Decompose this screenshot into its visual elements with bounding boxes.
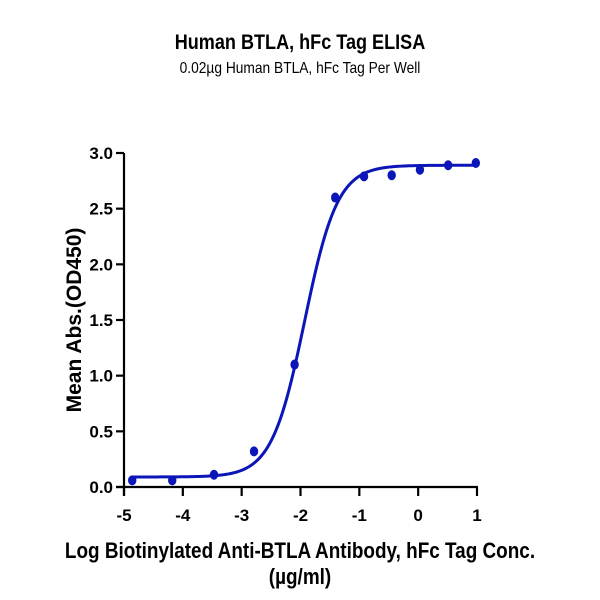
data-point bbox=[443, 160, 453, 171]
data-points bbox=[128, 158, 481, 486]
axes: 0.0 0.5 1.0 1.5 2.0 2.5 3.0 -5 -4 -3 -2 -1 0 1 bbox=[89, 144, 481, 525]
data-point bbox=[331, 192, 340, 203]
y-tick-label: 0.5 bbox=[89, 422, 113, 441]
y-tick-label: 1.5 bbox=[89, 311, 113, 330]
x-tick-label: -5 bbox=[116, 506, 131, 525]
x-tick-label: 1 bbox=[472, 506, 481, 525]
data-point bbox=[249, 446, 259, 457]
y-tick-label: 2.0 bbox=[89, 255, 113, 274]
data-point bbox=[387, 170, 396, 181]
y-axis-label: Mean Abs.(OD450) bbox=[63, 228, 86, 413]
x-tick-label: -1 bbox=[352, 506, 367, 525]
data-point bbox=[209, 469, 219, 480]
x-tick-label: -4 bbox=[175, 506, 191, 525]
data-point bbox=[471, 158, 481, 169]
x-tick-label: 0 bbox=[413, 506, 422, 525]
chart-subtitle: 0.02µg Human BTLA, hFc Tag Per Well bbox=[179, 60, 421, 77]
y-tick-label: 1.0 bbox=[89, 367, 113, 386]
y-tick-label: 3.0 bbox=[89, 144, 113, 163]
data-point bbox=[415, 164, 425, 175]
y-tick-label: 0.0 bbox=[89, 478, 113, 497]
data-point bbox=[168, 475, 177, 486]
x-tick-label: -3 bbox=[234, 506, 249, 525]
data-point bbox=[359, 171, 369, 182]
y-tick-label: 2.5 bbox=[89, 200, 113, 219]
fit-line bbox=[132, 163, 476, 479]
x-axis-label: Log Biotinylated Anti-BTLA Antibody, hFc… bbox=[64, 538, 536, 589]
chart-title: Human BTLA, hFc Tag ELISA bbox=[174, 31, 426, 54]
data-point bbox=[128, 475, 137, 486]
x-tick-label: -2 bbox=[293, 506, 308, 525]
fit-curve bbox=[132, 163, 476, 479]
data-point bbox=[290, 359, 299, 370]
